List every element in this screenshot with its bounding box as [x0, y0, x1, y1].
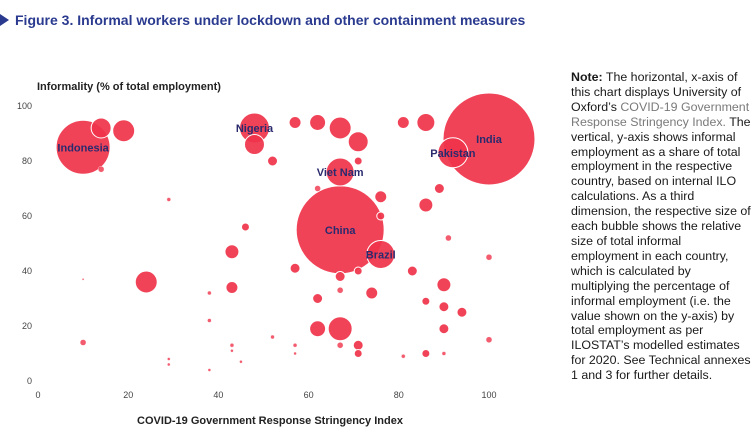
bubble-pakistan — [437, 137, 469, 169]
chart-note: Note: The horizontal, x-axis of this cha… — [571, 70, 751, 383]
bubble — [292, 343, 298, 348]
bubble — [166, 197, 171, 202]
bubble — [207, 318, 212, 323]
bubble — [456, 306, 468, 318]
bubble — [230, 349, 234, 353]
bubble — [438, 323, 450, 335]
bubble — [374, 190, 388, 204]
bubble — [293, 351, 297, 356]
bubble — [336, 342, 344, 349]
figure-title-text: Figure 3. Informal workers under lockdow… — [15, 12, 526, 28]
bubble — [416, 113, 436, 132]
bubble — [353, 156, 363, 166]
bubble — [328, 116, 352, 140]
note-source: COVID-19 Government Response Stringency … — [571, 99, 750, 129]
bubble — [134, 270, 158, 294]
y-axis-title: Informality (% of total employment) — [37, 81, 221, 93]
bubble-brazil — [366, 240, 396, 269]
y-tick-label: 80 — [22, 156, 32, 166]
bubble — [207, 368, 212, 372]
bubble — [406, 265, 418, 277]
bubble — [79, 339, 87, 346]
bubble — [396, 116, 410, 129]
bubble — [418, 197, 434, 213]
x-tick-label: 60 — [304, 390, 314, 400]
bubble — [90, 117, 112, 139]
bubble — [288, 116, 302, 129]
bubble — [352, 339, 364, 351]
x-tick-label: 80 — [394, 390, 404, 400]
bubble — [240, 222, 250, 232]
bubble-label-brazil: Brazil — [366, 250, 396, 262]
bubble — [167, 357, 171, 361]
bubble — [365, 286, 379, 300]
note-text-after: The vertical, y-axis shows informal empl… — [571, 114, 751, 383]
bubble — [243, 134, 265, 155]
bubble-label-china: China — [325, 225, 356, 237]
bubble — [353, 349, 363, 358]
bubble-chart: 0 20 40 60 80 100 0 20 40 60 80 100 India China Indon… — [17, 81, 536, 427]
x-tick-label: 40 — [213, 390, 223, 400]
bubble — [167, 362, 171, 367]
bubble — [421, 296, 431, 306]
x-tick-label: 100 — [481, 390, 496, 400]
y-tick-label: 40 — [22, 266, 32, 276]
bubble — [314, 185, 321, 192]
axis-ticks: 0 20 40 60 80 100 0 20 40 60 80 100 — [17, 101, 497, 400]
bubble — [445, 234, 452, 242]
note-text-before: The horizontal, x-axis of this chart dis… — [571, 70, 742, 114]
bubble — [347, 131, 369, 153]
bubble — [485, 254, 493, 261]
bubble — [334, 271, 346, 282]
bubble — [207, 290, 212, 296]
bubble — [401, 354, 406, 359]
y-tick-label: 20 — [22, 321, 32, 331]
triangle-bullet-icon — [0, 14, 9, 26]
bubble — [270, 334, 275, 340]
bubble-label-india: India — [476, 134, 503, 146]
y-tick-label: 100 — [17, 101, 32, 111]
bubble — [436, 277, 452, 293]
bubble — [353, 266, 363, 276]
x-tick-label: 0 — [35, 390, 40, 400]
bubble — [312, 293, 324, 304]
bubble — [289, 262, 301, 274]
note-lead: Note: — [571, 70, 603, 84]
bubble-label-viet-nam: Viet Nam — [317, 167, 364, 179]
bubble-label-indonesia: Indonesia — [57, 142, 109, 154]
bubble — [81, 278, 85, 281]
bubble — [112, 119, 136, 143]
bubble-label-nigeria: Nigeria — [236, 123, 274, 135]
bubble — [441, 351, 447, 356]
bubble-labels: India China Indonesia Nigeria Pakistan Viet N… — [57, 123, 502, 262]
bubble-label-pakistan: Pakistan — [430, 148, 476, 160]
y-tick-label: 60 — [22, 211, 32, 221]
bubble — [225, 281, 239, 294]
bubble — [224, 244, 240, 260]
bubble — [97, 166, 105, 173]
bubble — [485, 336, 493, 343]
bubble — [376, 211, 386, 221]
bubble — [433, 183, 445, 194]
bubble — [239, 360, 243, 364]
x-axis-title: COVID-19 Government Response Stringency … — [137, 415, 404, 427]
bubble — [421, 349, 431, 358]
bubble — [267, 155, 279, 167]
bubble-viet-nam — [325, 157, 355, 187]
bubble — [327, 316, 353, 342]
figure-title: Figure 3. Informal workers under lockdow… — [0, 12, 525, 28]
bubble — [229, 343, 235, 348]
bubble — [309, 320, 327, 338]
bubbles — [55, 92, 536, 372]
bubble — [336, 287, 344, 294]
y-tick-label: 0 — [27, 376, 32, 386]
x-tick-label: 20 — [123, 390, 133, 400]
bubble — [438, 301, 450, 313]
bubble — [309, 114, 327, 131]
bubble-india — [442, 92, 536, 186]
